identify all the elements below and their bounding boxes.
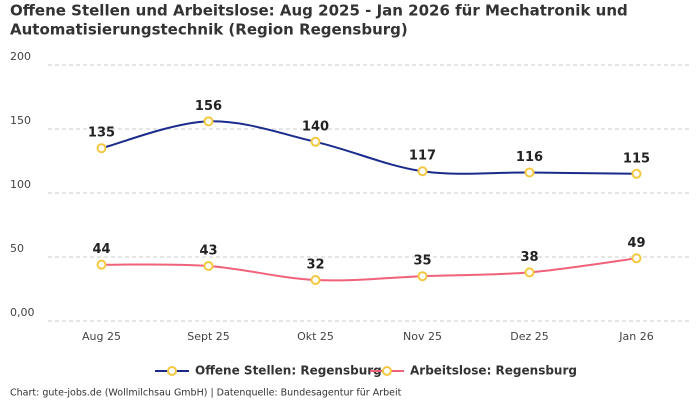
data-point xyxy=(631,253,642,264)
x-tick-label: Jan 26 xyxy=(618,330,653,343)
y-tick-label: 0,00 xyxy=(10,306,35,319)
data-label: 49 xyxy=(627,236,645,251)
x-tick-label: Aug 25 xyxy=(82,330,121,343)
series-line xyxy=(101,120,637,175)
y-tick-label: 50 xyxy=(10,242,24,255)
data-label: 44 xyxy=(92,242,110,257)
y-tick-label: 100 xyxy=(10,178,31,191)
data-point xyxy=(310,275,321,286)
data-label: 35 xyxy=(413,254,431,269)
legend-label: Arbeitslose: Regensburg xyxy=(410,364,577,378)
chart-title: Automatisierungstechnik (Region Regensbu… xyxy=(10,21,408,39)
data-point xyxy=(96,259,107,270)
source-note: Chart: gute-jobs.de (Wollmilchsau GmbH) … xyxy=(10,388,402,399)
data-point xyxy=(524,167,535,178)
x-tick-label: Okt 25 xyxy=(297,330,334,343)
data-point xyxy=(417,271,428,282)
data-point xyxy=(96,143,107,154)
x-tick-label: Nov 25 xyxy=(403,330,442,343)
data-point xyxy=(417,166,428,177)
data-point xyxy=(310,136,321,147)
data-point xyxy=(203,260,214,271)
data-label: 117 xyxy=(409,149,436,164)
data-label: 140 xyxy=(302,119,329,134)
x-tick-label: Sept 25 xyxy=(187,330,230,343)
data-label: 115 xyxy=(623,151,650,166)
data-label: 43 xyxy=(199,243,217,258)
data-label: 135 xyxy=(88,126,115,141)
data-label: 38 xyxy=(520,250,538,265)
data-point xyxy=(631,168,642,179)
y-tick-label: 150 xyxy=(10,114,31,127)
data-point xyxy=(203,116,214,127)
data-label: 116 xyxy=(516,150,543,165)
legend-label: Offene Stellen: Regensburg xyxy=(195,364,382,378)
legend-marker xyxy=(382,366,392,376)
legend-marker xyxy=(167,366,177,376)
data-point xyxy=(524,267,535,278)
y-tick-label: 200 xyxy=(10,50,31,63)
data-label: 32 xyxy=(306,258,324,273)
data-label: 156 xyxy=(195,99,222,114)
series-line xyxy=(101,257,637,282)
x-tick-label: Dez 25 xyxy=(510,330,549,343)
chart-title: Offene Stellen und Arbeitslose: Aug 2025… xyxy=(10,2,628,20)
